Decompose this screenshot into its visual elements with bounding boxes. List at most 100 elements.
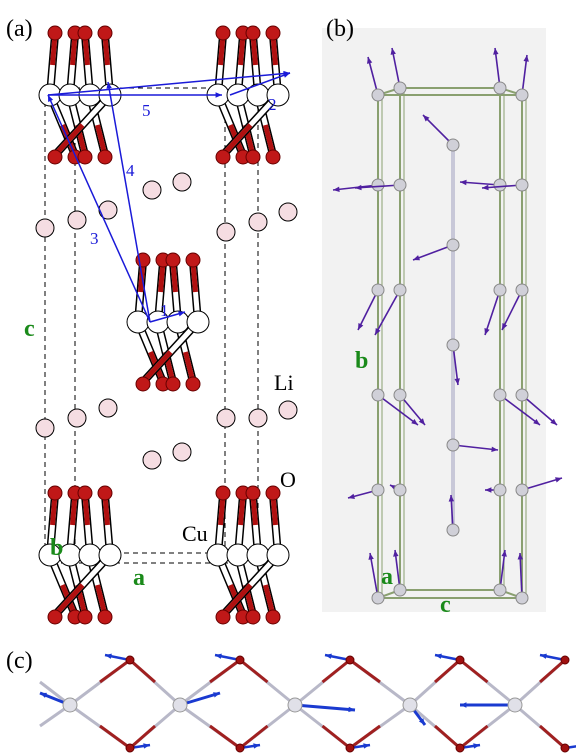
atom [372,389,384,401]
lithium [68,211,86,229]
oxygen [98,610,112,624]
atom [63,698,77,712]
oxygen [78,150,92,164]
atom [516,592,528,604]
bond-label: 1 [160,301,169,320]
oxygen [456,656,464,664]
oxygen [246,486,260,500]
copper [99,544,121,566]
bond-label: 4 [126,161,135,180]
oxygen [216,610,230,624]
bond [130,726,155,748]
atom [447,524,459,536]
atom [516,484,528,496]
atom-label: Li [274,370,294,395]
bond [210,726,240,748]
bond [540,660,565,682]
bond [435,660,460,682]
atom [494,284,506,296]
oxygen [98,486,112,500]
atom [394,584,406,596]
bond [323,726,351,748]
axis-label: c [24,316,35,342]
bond-label: 2 [268,95,277,114]
bond [100,726,130,748]
atom [494,82,506,94]
oxygen [136,377,150,391]
bond [323,660,351,682]
atom [516,179,528,191]
lithium [279,203,297,221]
panel-b-background [322,28,546,612]
lithium [217,409,235,427]
spin-arrow-head [555,477,562,482]
atom [372,89,384,101]
oxygen [236,744,244,752]
oxygen [78,486,92,500]
axis-label: a [381,564,393,590]
panel-label: (b) [326,16,354,42]
lithium [173,443,191,461]
atom [372,284,384,296]
oxygen [236,656,244,664]
atom [516,284,528,296]
bond [350,660,380,682]
oxygen [346,744,354,752]
oxygen [48,610,62,624]
atom [394,82,406,94]
lithium [36,219,54,237]
bond [100,660,130,682]
oxygen [48,26,62,40]
lithium [99,399,117,417]
copper [227,544,249,566]
lithium [217,223,235,241]
lithium [249,213,267,231]
axis-label: b [50,535,63,561]
bond-label: 3 [90,229,99,248]
lithium [143,451,161,469]
oxygen [216,486,230,500]
bond-label: 5 [142,101,151,120]
oxygen [266,610,280,624]
atom [447,139,459,151]
axis-label: b [355,348,368,374]
copper [127,311,149,333]
bond [130,660,155,682]
bond [210,660,240,682]
atom [372,592,384,604]
lithium [249,409,267,427]
oxygen [246,26,260,40]
oxygen [561,744,569,752]
atom [447,239,459,251]
axis-label: a [133,565,145,591]
copper [187,311,209,333]
atom [447,439,459,451]
atom [288,698,302,712]
bond [435,726,460,748]
atom-label: O [280,467,296,492]
atom [494,584,506,596]
atom [372,179,384,191]
spin-arrow-head [40,693,47,698]
lithium [279,401,297,419]
oxygen [246,150,260,164]
oxygen [216,26,230,40]
oxygen [266,26,280,40]
copper [247,544,269,566]
atom [447,339,459,351]
path-vector-head [283,73,290,78]
atom [516,389,528,401]
oxygen [78,610,92,624]
atom [394,389,406,401]
atom [494,179,506,191]
oxygen [186,377,200,391]
oxygen [216,150,230,164]
copper [267,544,289,566]
atom [403,698,417,712]
bond [460,660,488,682]
oxygen [126,656,134,664]
oxygen [98,26,112,40]
spin-arrow-head [460,702,466,707]
atom [394,484,406,496]
atom [494,389,506,401]
